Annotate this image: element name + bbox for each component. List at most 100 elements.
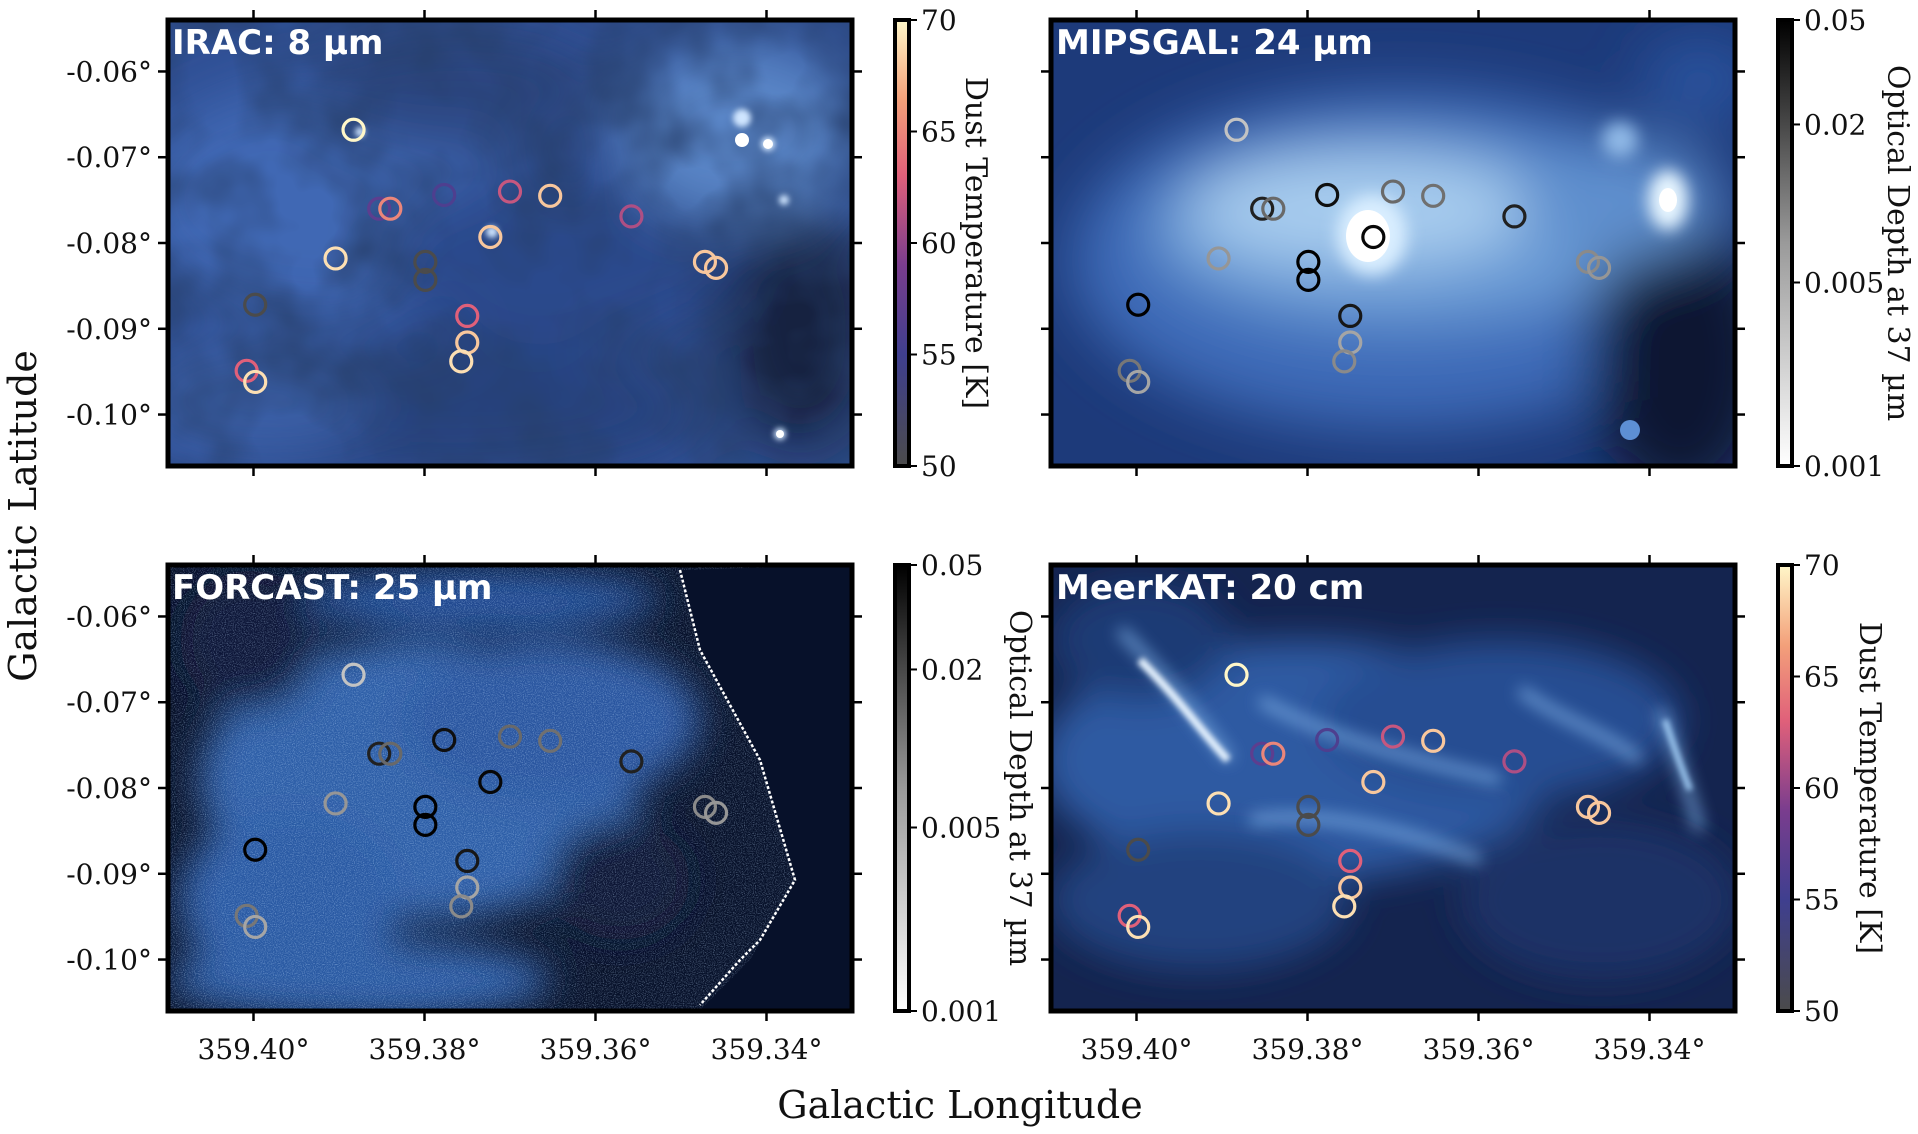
colorbar-mipsgal-ticks: 0.05 0.02 0.005 0.001	[1792, 4, 1884, 483]
source-marker	[619, 749, 644, 774]
source-marker	[703, 255, 729, 280]
source-marker	[478, 769, 503, 795]
colorbar-irac-ramp	[893, 18, 911, 468]
source-marker	[1126, 837, 1151, 862]
source-marker	[243, 369, 268, 395]
panel-irac: IRAC: 8 µm -0.06° -0.07° -0.08° -0.09° -0.10…	[66, 10, 862, 476]
x-tick-label: 359.36°	[1423, 1033, 1535, 1066]
colorbar-tick-label: 60	[1804, 772, 1840, 805]
colorbar-forcast: 0.05 0.02 0.005 0.001 Optical Depth at 37 µ…	[893, 549, 1037, 1028]
source-marker	[1206, 791, 1231, 816]
colorbar-meerkat: 70 65 60 55 50 Dust Temperature [K]	[1776, 549, 1887, 1028]
colorbar-mipsgal-ramp	[1776, 18, 1794, 468]
source-marker	[478, 224, 503, 250]
source-marker	[619, 204, 644, 229]
colorbar-mipsgal-label: Optical Depth at 37 µm	[1880, 65, 1915, 421]
colorbar-irac: 70 65 60 55 50 Dust Temperature [K]	[893, 4, 993, 483]
source-marker	[497, 179, 523, 204]
source-marker	[1296, 267, 1321, 292]
mipsgal-markers	[1117, 117, 1612, 395]
forcast-image	[168, 565, 852, 1011]
mipsgal-ticks	[1041, 10, 1745, 476]
panel-meerkat: MeerKAT: 20 cm 359.40° 359.38° 359.36° 359.…	[1041, 555, 1745, 1066]
y-tick-label: -0.10°	[66, 399, 152, 432]
y-tick-label: -0.09°	[66, 858, 152, 891]
mipsgal-image	[1051, 20, 1735, 466]
source-marker	[1421, 183, 1446, 208]
colorbar-forcast-label: Optical Depth at 37 µm	[1002, 610, 1037, 966]
forcast-markers	[234, 662, 729, 940]
panel-mipsgal: MIPSGAL: 24 µm	[1041, 10, 1745, 476]
source-marker	[1261, 196, 1286, 221]
meerkat-ticks: 359.40° 359.38° 359.36° 359.34°	[1041, 555, 1745, 1066]
colorbar-tick-label: 0.001	[1804, 450, 1884, 483]
source-marker	[323, 791, 348, 816]
forcast-ticks: 359.40° 359.38° 359.36° 359.34° -0.06° -0.07°…	[66, 555, 862, 1066]
source-marker	[1250, 741, 1275, 766]
irac-image	[168, 20, 852, 466]
y-axis-title: Galactic Latitude	[1, 350, 45, 682]
colorbar-irac-label: Dust Temperature [K]	[958, 77, 993, 409]
source-marker	[455, 303, 480, 329]
source-marker	[413, 267, 438, 292]
source-marker	[413, 794, 438, 819]
y-tick-label: -0.08°	[66, 227, 152, 260]
colorbar-tick-label: 0.02	[1804, 108, 1866, 141]
source-marker	[1586, 800, 1612, 825]
source-marker	[538, 183, 563, 208]
irac-title: IRAC: 8 µm	[172, 23, 383, 63]
colorbar-tick-label: 0.005	[1804, 267, 1884, 300]
source-marker	[243, 292, 268, 317]
colorbar-tick-label: 0.05	[921, 549, 983, 582]
colorbar-tick-label: 55	[1804, 884, 1840, 917]
x-tick-label: 359.38°	[369, 1033, 481, 1066]
source-marker	[1126, 369, 1151, 395]
colorbar-tick-label: 0.05	[1804, 4, 1866, 37]
source-marker	[1224, 662, 1249, 687]
source-marker	[1380, 179, 1406, 204]
x-axis-title: Galactic Longitude	[777, 1083, 1143, 1127]
source-marker	[1502, 749, 1527, 774]
meerkat-image	[1051, 565, 1735, 1011]
x-tick-label: 359.36°	[540, 1033, 652, 1066]
source-marker	[1332, 349, 1357, 374]
source-marker	[1250, 196, 1275, 221]
source-marker	[367, 741, 392, 766]
irac-ticks: -0.06° -0.07° -0.08° -0.09° -0.10°	[66, 10, 862, 476]
source-marker	[1361, 769, 1386, 795]
colorbar-tick-label: 50	[921, 450, 957, 483]
source-marker	[703, 800, 729, 825]
x-tick-label: 359.40°	[198, 1033, 310, 1066]
forcast-title: FORCAST: 25 µm	[172, 568, 492, 608]
source-marker	[341, 117, 366, 142]
source-marker	[1126, 914, 1151, 940]
colorbar-tick-label: 70	[921, 4, 957, 37]
y-tick-label: -0.09°	[66, 313, 152, 346]
source-marker	[1502, 204, 1527, 229]
colorbar-mipsgal: 0.05 0.02 0.005 0.001 Optical Depth at 37 µ…	[1776, 4, 1915, 483]
colorbar-meerkat-label: Dust Temperature [K]	[1852, 622, 1887, 954]
meerkat-title: MeerKAT: 20 cm	[1056, 568, 1364, 608]
x-tick-label: 359.38°	[1252, 1033, 1364, 1066]
colorbar-irac-ticks: 70 65 60 55 50	[909, 4, 957, 483]
source-marker	[1586, 255, 1612, 280]
source-marker	[323, 246, 348, 271]
y-tick-label: -0.08°	[66, 772, 152, 805]
y-tick-label: -0.10°	[66, 944, 152, 977]
source-marker	[341, 662, 366, 687]
colorbar-forcast-ticks: 0.05 0.02 0.005 0.001	[909, 549, 1001, 1028]
source-marker	[1206, 246, 1231, 271]
source-marker	[1296, 249, 1321, 274]
source-marker	[1361, 224, 1386, 250]
source-marker	[455, 848, 480, 874]
source-marker	[378, 741, 403, 766]
colorbar-tick-label: 70	[1804, 549, 1840, 582]
source-marker	[1296, 794, 1321, 819]
source-marker	[1315, 727, 1340, 753]
source-marker	[1332, 894, 1357, 919]
source-marker	[1421, 728, 1446, 753]
irac-markers	[234, 117, 729, 395]
source-marker	[538, 728, 563, 753]
x-tick-label: 359.34°	[1594, 1033, 1706, 1066]
